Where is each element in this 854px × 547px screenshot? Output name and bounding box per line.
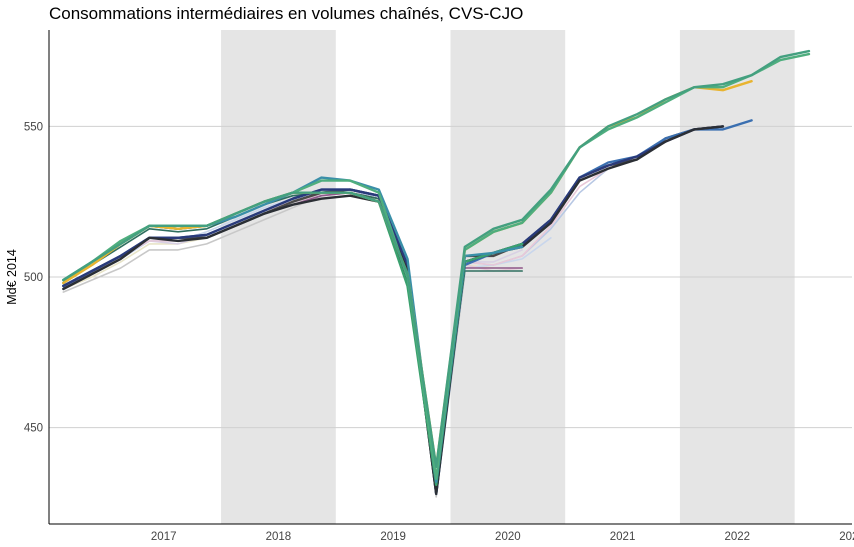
y-tick-label: 450 [24,423,43,435]
x-tick-label: 2023 [839,531,854,543]
x-tick-label: 2017 [151,531,177,543]
x-tick-label: 2018 [266,531,292,543]
x-tick-label: 2022 [724,531,750,543]
series-line-18 [62,49,811,468]
y-tick-label: 500 [24,272,43,284]
x-tick-label: 2020 [495,531,521,543]
y-tick-label: 550 [24,121,43,133]
series-line-7 [62,137,667,489]
chart-title: Consommations intermédiaires en volumes … [49,4,523,23]
y-axis-label: Md€ 2014 [5,249,19,305]
x-tick-label: 2019 [380,531,406,543]
axes [48,30,852,525]
series-line-11 [62,119,753,496]
x-tick-label: 2021 [610,531,636,543]
series-line-12 [62,125,725,493]
series-line-13 [62,125,725,496]
tick-labels: 450 500 550 2017 2018 2019 2020 2021 2022 2023 [24,121,854,543]
series-lines [62,49,811,498]
series-line-10 [62,125,725,496]
